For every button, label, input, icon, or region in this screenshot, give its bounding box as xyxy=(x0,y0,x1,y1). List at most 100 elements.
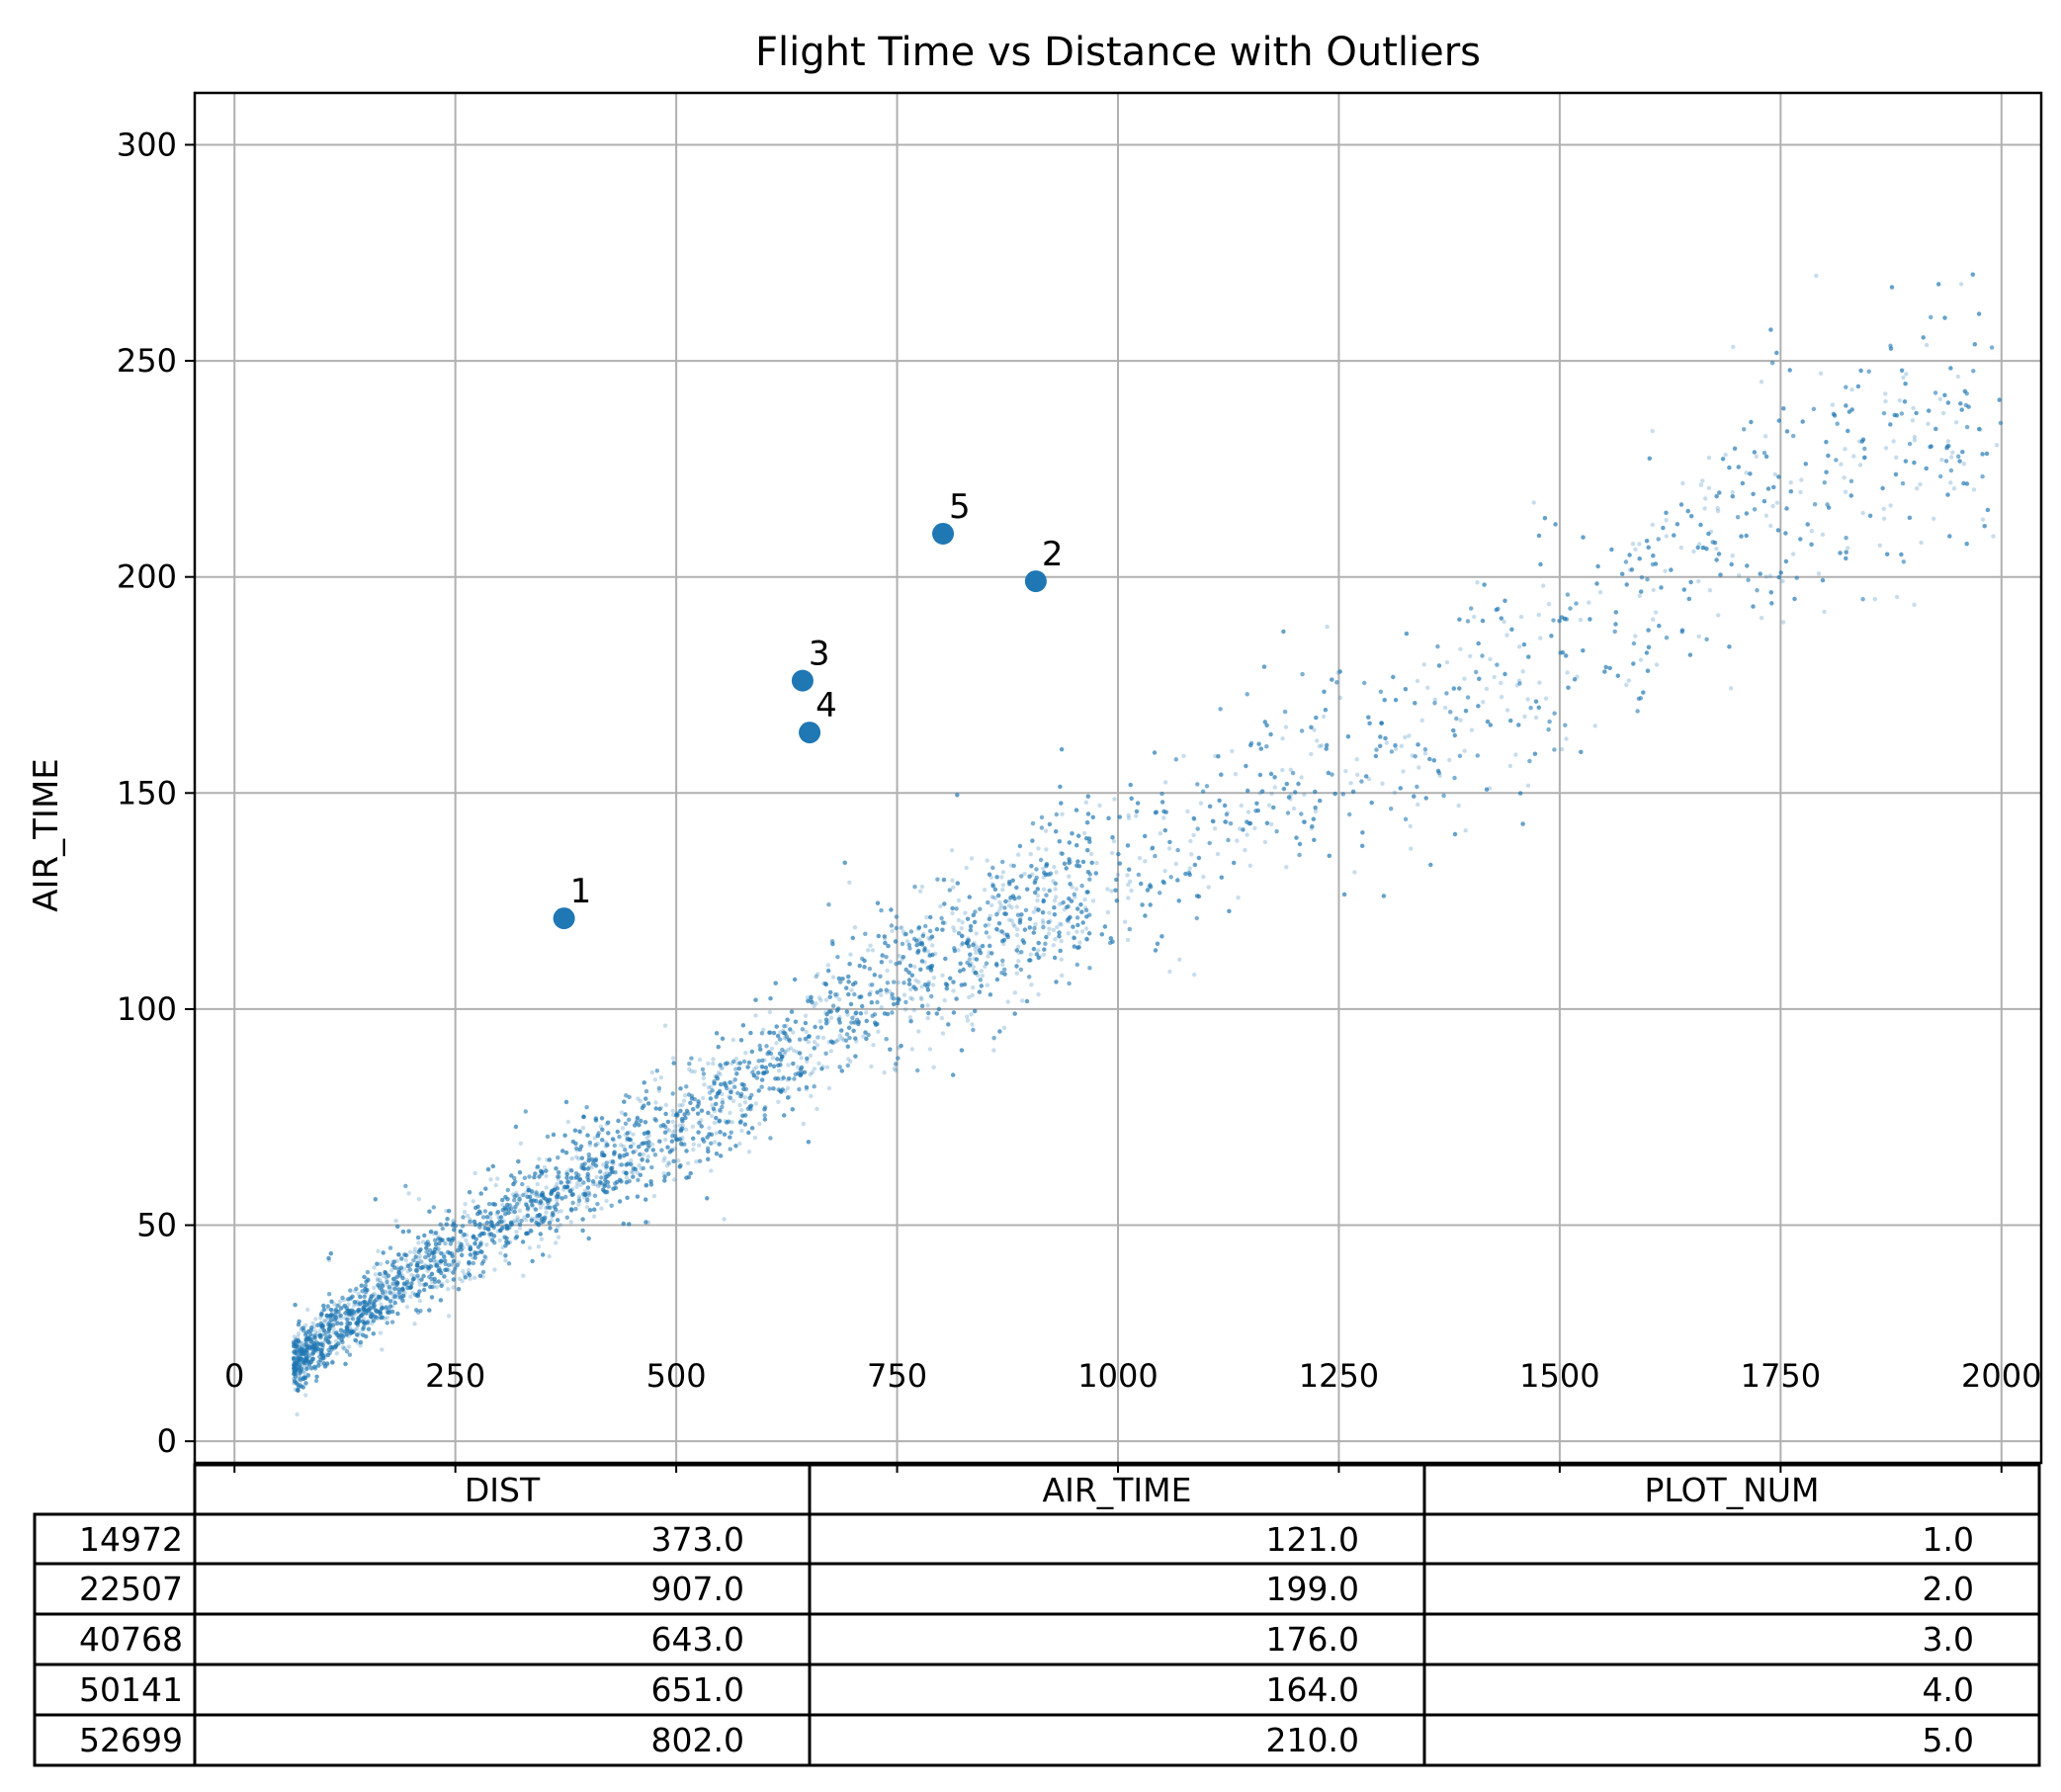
flight-point xyxy=(707,1085,711,1089)
flight-point xyxy=(1716,509,1720,513)
flight-point xyxy=(743,1100,747,1104)
flight-point xyxy=(515,1215,519,1219)
flight-point xyxy=(916,1029,920,1033)
flight-point xyxy=(1284,865,1288,869)
flight-point xyxy=(466,1214,470,1218)
flight-point xyxy=(711,1062,715,1066)
flight-point xyxy=(848,1060,852,1064)
flight-point xyxy=(418,1299,422,1303)
flight-point xyxy=(1192,973,1196,977)
flight-point xyxy=(1167,970,1171,974)
flight-point xyxy=(1134,813,1138,817)
flight-point xyxy=(347,1344,351,1348)
flight-point xyxy=(1181,754,1185,758)
flight-point xyxy=(1526,697,1530,701)
flight-point xyxy=(816,972,819,976)
flight-point xyxy=(986,858,989,862)
flight-point xyxy=(1472,615,1476,619)
flight-point xyxy=(1385,740,1389,744)
flight-point xyxy=(1126,938,1130,942)
flight-point xyxy=(853,925,857,929)
flight-point xyxy=(494,1183,498,1187)
flight-point xyxy=(1663,569,1667,573)
flight-point xyxy=(1716,613,1720,617)
flight-point xyxy=(974,951,978,955)
flight-point xyxy=(1911,418,1915,422)
flight-point xyxy=(836,1038,840,1042)
flight-point xyxy=(926,1016,930,1020)
flight-point xyxy=(1493,675,1497,679)
flight-point xyxy=(1060,958,1064,962)
flight-point xyxy=(1001,870,1005,874)
flight-point xyxy=(1292,807,1296,811)
flight-point xyxy=(295,1412,299,1416)
flight-point xyxy=(576,1202,580,1206)
flight-point xyxy=(1020,998,1024,1002)
flight-point xyxy=(1959,282,1963,286)
flight-point xyxy=(408,1250,412,1254)
flight-point xyxy=(1789,480,1793,484)
flight-point xyxy=(706,1062,710,1066)
flight-point xyxy=(815,1107,818,1111)
flight-point xyxy=(998,906,1002,910)
flight-point xyxy=(1216,852,1220,856)
flight-point xyxy=(1700,478,1704,482)
flight-point xyxy=(1991,534,1995,538)
flight-point xyxy=(1015,933,1019,937)
flight-point xyxy=(650,1070,654,1074)
flight-point xyxy=(495,1176,499,1180)
flight-point xyxy=(1015,904,1019,908)
flight-point xyxy=(1042,888,1046,892)
flight-point xyxy=(1781,620,1785,624)
flight-point xyxy=(1639,657,1643,661)
flight-point xyxy=(498,1238,502,1242)
flight-point xyxy=(1821,533,1825,537)
flight-point xyxy=(1655,662,1659,666)
flight-point xyxy=(898,954,902,958)
flight-point xyxy=(913,979,917,982)
flight-point xyxy=(1519,615,1523,619)
flight-point xyxy=(1077,940,1081,944)
flight-point xyxy=(528,1245,532,1249)
flight-point xyxy=(518,1209,522,1213)
flight-point xyxy=(1106,910,1110,914)
flight-point xyxy=(1521,669,1525,673)
flight-point xyxy=(848,953,852,957)
flight-point xyxy=(1547,602,1551,606)
flight-point xyxy=(1680,481,1684,485)
flight-point xyxy=(1505,708,1509,712)
flight-point xyxy=(1946,439,1950,443)
flight-point xyxy=(1724,453,1728,457)
flight-point xyxy=(987,935,990,939)
flight-point xyxy=(931,982,935,986)
flight-point xyxy=(1488,657,1492,661)
flight-point xyxy=(1744,470,1748,474)
flight-point xyxy=(919,995,923,999)
flight-point xyxy=(683,1093,687,1097)
flight-point xyxy=(697,1144,701,1148)
flight-point xyxy=(1447,758,1451,762)
flight-point xyxy=(1047,910,1051,914)
flight-point xyxy=(1697,635,1701,639)
flight-point xyxy=(864,1010,868,1014)
flight-point xyxy=(653,1077,657,1081)
flight-point xyxy=(950,848,954,852)
flight-point xyxy=(1768,524,1772,528)
flight-point xyxy=(1417,765,1420,769)
flight-point xyxy=(380,1347,384,1351)
flight-point xyxy=(1006,999,1010,1003)
flight-point xyxy=(1939,458,1943,462)
flight-point xyxy=(960,926,964,930)
flight-point xyxy=(829,1016,833,1020)
flight-point xyxy=(445,1279,449,1283)
flight-point xyxy=(1338,696,1342,700)
flight-point xyxy=(950,911,954,915)
flight-point xyxy=(1981,518,1985,522)
flight-point xyxy=(1731,490,1735,494)
flight-point xyxy=(1775,501,1779,505)
flight-point xyxy=(986,983,989,987)
flight-point xyxy=(1651,429,1655,433)
flight-point xyxy=(544,1174,548,1178)
flight-point xyxy=(840,1036,844,1040)
flight-point xyxy=(1462,677,1466,681)
